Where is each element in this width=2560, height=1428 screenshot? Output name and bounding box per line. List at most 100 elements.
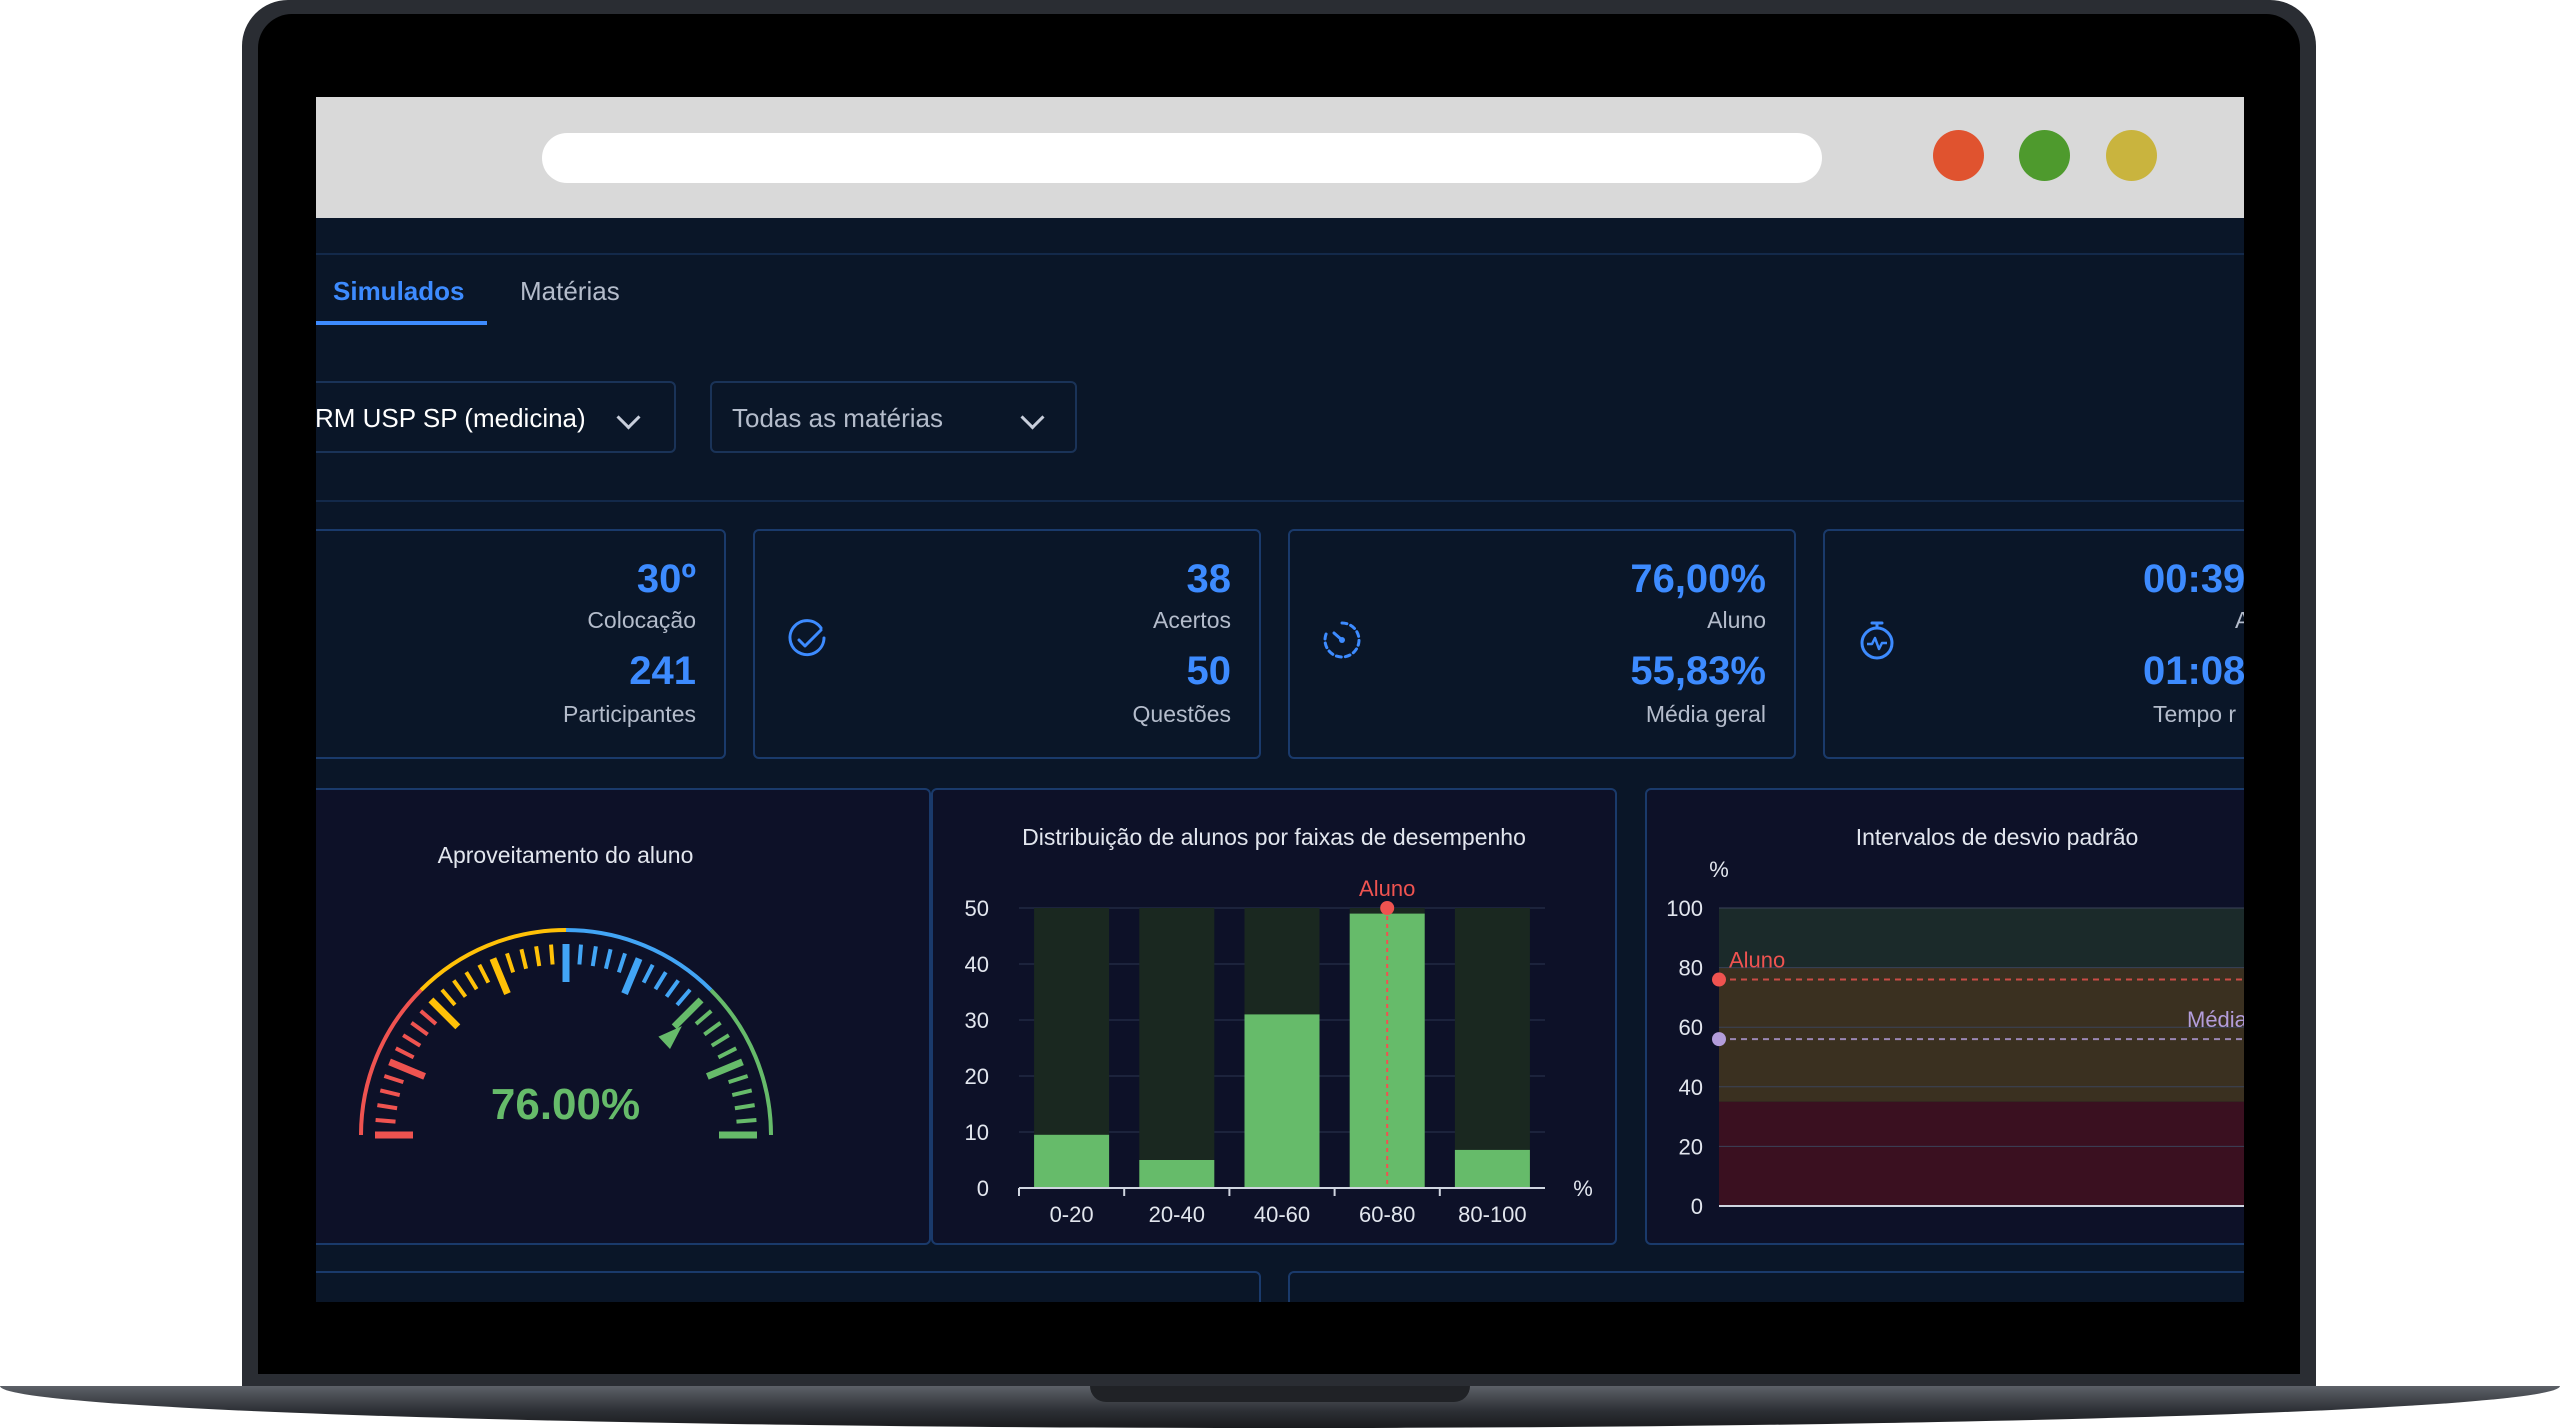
- y-tick-label: 80: [1679, 956, 1703, 981]
- distribution-chart: 0 10 20 30 40 50 0-20 20-40 40-60 60-80 Aluno 80-10…: [965, 876, 1593, 1227]
- gauge-tick: [734, 1103, 755, 1111]
- gauge-tick: [489, 957, 511, 995]
- gauge-chart: [359, 928, 773, 1139]
- y-tick-label: 100: [1666, 896, 1703, 921]
- speedometer-icon: [1323, 621, 1361, 659]
- questions-count: 50: [1186, 649, 1232, 693]
- gauge-tick: [377, 1103, 398, 1111]
- divider: [316, 253, 2244, 255]
- deviation-band: [1719, 1101, 2244, 1206]
- participants-count: 241: [629, 649, 696, 693]
- deviation-band: [1719, 967, 2244, 1102]
- average-percentage-label: Média geral: [1645, 701, 1766, 727]
- y-tick-label: 50: [965, 896, 989, 921]
- gauge-tick: [519, 948, 529, 970]
- student-marker-dot: [1380, 901, 1395, 915]
- gauge-title: Aproveitamento do aluno: [437, 842, 694, 868]
- performance-card: 76,00% Aluno 55,83% Média geral: [1288, 529, 1796, 759]
- gauge-tick: [641, 963, 655, 984]
- tab-materias[interactable]: Matérias: [520, 276, 620, 306]
- series-dot: [1712, 972, 1726, 987]
- check-circle-icon: [788, 619, 826, 657]
- screen: Simulados Matérias RM USP SP (medicina) …: [316, 97, 2244, 1302]
- gauge-tick: [675, 988, 692, 1007]
- gauge-tick: [440, 988, 457, 1007]
- gauge-tick: [402, 1033, 422, 1048]
- gauge-tick: [717, 1046, 738, 1060]
- distribution-card: Distribuição de alunos por faixas de des…: [931, 788, 1617, 1245]
- gauge-tick: [706, 1058, 744, 1080]
- gauge-tick: [664, 979, 680, 998]
- gauge-tick: [505, 952, 516, 973]
- gauge-arc-segment: [709, 988, 773, 1136]
- y-tick-label: 60: [1679, 1015, 1703, 1040]
- y-tick-label: 0: [1691, 1194, 1703, 1219]
- student-marker-label: Aluno: [1359, 876, 1415, 901]
- bottom-card: [316, 1271, 1261, 1302]
- active-tab-indicator: [316, 321, 487, 325]
- gauge-tick: [375, 1118, 396, 1124]
- gauge-tick: [410, 1021, 429, 1037]
- stopwatch-icon: [1860, 621, 1894, 660]
- window-maximize-button[interactable]: [2019, 130, 2070, 181]
- bar-background: [1454, 908, 1530, 1188]
- participants-label: Participantes: [563, 701, 696, 727]
- gauge-tick: [383, 1074, 404, 1085]
- average-percentage: 55,83%: [1630, 649, 1766, 693]
- tab-simulados[interactable]: Simulados: [333, 276, 465, 306]
- deviation-title: Intervalos de desvio padrão: [1855, 824, 2139, 850]
- address-bar[interactable]: [542, 133, 1822, 183]
- ranking-card: 30º Colocação 241 Participantes: [316, 529, 726, 759]
- answers-card: 38 Acertos 50 Questões: [753, 529, 1261, 759]
- y-tick-label: 40: [1679, 1075, 1703, 1100]
- x-tick-label: 40-60: [1254, 1202, 1310, 1227]
- gauge-tick: [694, 1009, 713, 1026]
- student-percentage-label: Aluno: [1707, 607, 1766, 633]
- x-tick-label: 20-40: [1149, 1202, 1205, 1227]
- gauge-tick: [428, 997, 461, 1030]
- gauge-tick: [549, 944, 555, 965]
- gauge-tick: [671, 997, 704, 1030]
- gauge-card: Aproveitamento do aluno 76.00%: [316, 788, 931, 1245]
- correct-count: 38: [1186, 557, 1232, 601]
- y-tick-label: 30: [965, 1008, 989, 1033]
- gauge-tick: [388, 1058, 426, 1080]
- y-tick-label: 0: [977, 1176, 989, 1201]
- gauge-value: 76.00%: [490, 1080, 641, 1129]
- y-tick-label: 40: [965, 952, 989, 977]
- bar: [1244, 1014, 1320, 1188]
- deviation-band: [1719, 908, 2244, 968]
- divider: [316, 500, 2244, 502]
- gauge-tick: [577, 944, 583, 965]
- chevron-down-icon: [616, 405, 641, 430]
- ranking-position-label: Colocação: [587, 607, 696, 633]
- gauge-tick: [621, 957, 643, 995]
- series-label: Média: [2187, 1007, 2244, 1032]
- gauge-tick: [603, 948, 613, 970]
- gauge-tick: [616, 952, 627, 973]
- bar: [1349, 913, 1425, 1188]
- subject-select[interactable]: Todas as matérias: [710, 381, 1077, 453]
- exam-select-value: RM USP SP (medicina): [316, 403, 586, 433]
- window-close-button[interactable]: [1933, 130, 1984, 181]
- questions-label: Questões: [1132, 701, 1231, 727]
- gauge-tick: [731, 1088, 753, 1098]
- gauge-tick: [464, 971, 479, 991]
- x-tick-label: 60-80: [1359, 1202, 1415, 1227]
- exam-select[interactable]: RM USP SP (medicina): [316, 381, 676, 453]
- y-tick-label: 20: [1679, 1134, 1703, 1159]
- window-minimize-button[interactable]: [2106, 130, 2157, 181]
- average-time-label: Tempo r: [2153, 701, 2237, 727]
- laptop-notch: [1090, 1386, 1470, 1402]
- subject-select-value: Todas as matérias: [732, 403, 943, 433]
- ranking-position: 30º: [636, 557, 696, 601]
- y-tick-label: 10: [965, 1120, 989, 1145]
- deviation-card: Intervalos de desvio padrão 0 20 40 60 80 100…: [1645, 788, 2244, 1245]
- gauge-tick: [653, 971, 668, 991]
- dashboard: Simulados Matérias RM USP SP (medicina) …: [316, 218, 2244, 1302]
- gauge-tick: [736, 1118, 757, 1124]
- gauge-pointer: [658, 1026, 682, 1049]
- student-time-label: A: [2235, 607, 2244, 634]
- bar: [1139, 1160, 1215, 1188]
- gauge-arc-segment: [565, 928, 713, 992]
